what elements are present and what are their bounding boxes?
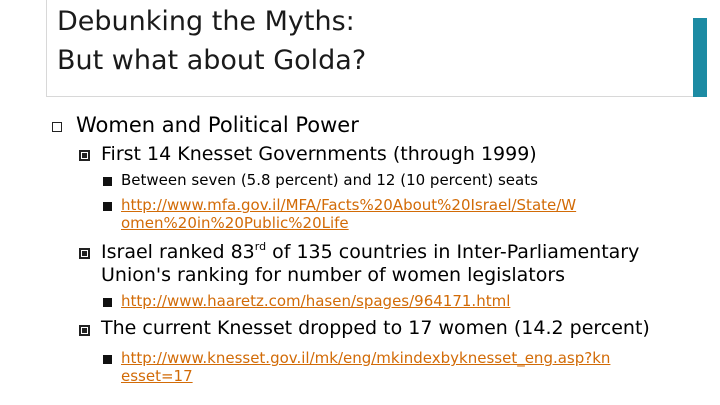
item3-text: The current Knesset dropped to 17 women … <box>101 317 650 339</box>
haaretz-link[interactable]: http://www.haaretz.com/hasen/spages/9641… <box>121 292 511 310</box>
small-square-bullet-icon <box>103 202 112 211</box>
square-bullet-icon <box>79 248 90 259</box>
item2-text-post: of 135 countries in Inter-Parliamentary <box>266 241 640 263</box>
small-square-bullet-icon <box>103 177 112 186</box>
knesset-link-line-2[interactable]: esset=17 <box>121 367 193 385</box>
item2-text-line-2: Union's ranking for number of women legi… <box>101 264 566 286</box>
title-area: Debunking the Myths: But what about Gold… <box>46 0 707 97</box>
main-bullet-text: Women and Political Power <box>76 113 359 137</box>
item2-text-pre: Israel ranked 83 <box>101 241 255 263</box>
square-bullet-icon <box>79 150 90 161</box>
item1-text: First 14 Knesset Governments (through 19… <box>101 143 537 165</box>
slide-title-line-2: But what about Golda? <box>57 45 367 76</box>
knesset-link-line-1[interactable]: http://www.knesset.gov.il/mk/eng/mkindex… <box>121 349 611 367</box>
item2-text-sup: rd <box>254 240 267 253</box>
hollow-square-bullet-icon <box>52 122 62 132</box>
mfa-link-line-1[interactable]: http://www.mfa.gov.il/MFA/Facts%20About%… <box>121 196 577 214</box>
accent-bar <box>693 18 707 97</box>
small-square-bullet-icon <box>103 298 112 307</box>
item2-text: Israel ranked 83rd of 135 countries in I… <box>101 241 639 263</box>
slide-title-line-1: Debunking the Myths: <box>57 6 355 37</box>
item1-sub1-text: Between seven (5.8 percent) and 12 (10 p… <box>121 171 538 189</box>
square-bullet-icon <box>79 325 90 336</box>
mfa-link-line-2[interactable]: omen%20in%20Public%20Life <box>121 214 349 232</box>
small-square-bullet-icon <box>103 355 112 364</box>
